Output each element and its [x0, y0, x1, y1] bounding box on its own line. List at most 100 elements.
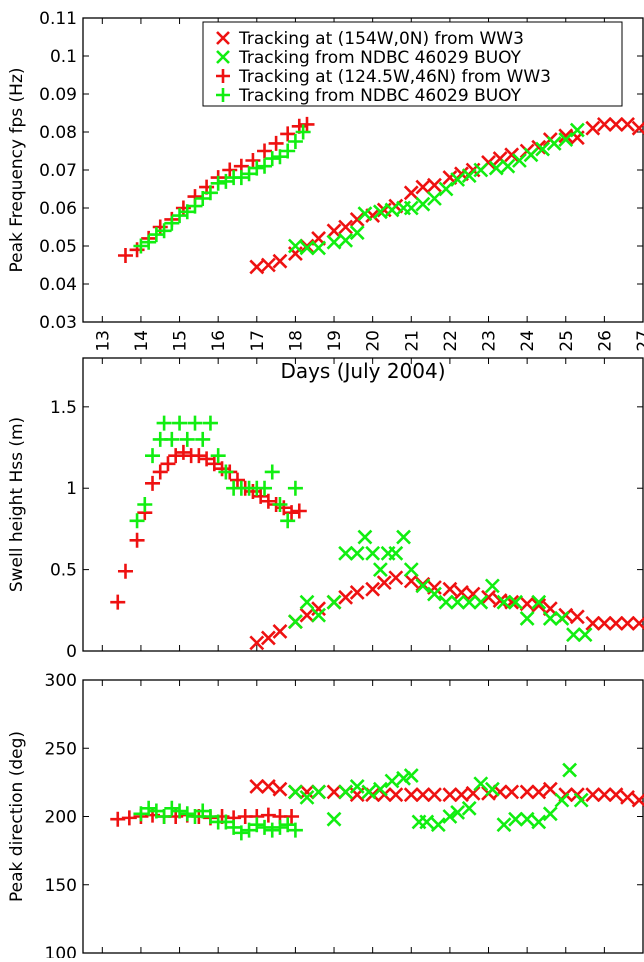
data-point-plus: [218, 814, 234, 830]
data-point-plus: [156, 809, 172, 824]
legend-entry-label: Tracking at (154W,0N) from WW3: [238, 29, 524, 49]
data-point-x: [461, 594, 477, 610]
data-point-x: [299, 240, 315, 256]
data-point-x: [620, 615, 635, 631]
y-tick-label: 300: [45, 671, 77, 691]
y-tick-label: 150: [45, 876, 77, 896]
data-point-plus: [148, 227, 164, 243]
data-point-x: [620, 789, 635, 805]
data-point-x: [585, 787, 601, 803]
data-point-x: [569, 609, 585, 625]
data-point-plus: [299, 116, 315, 132]
y-tick-label: 250: [45, 739, 77, 759]
data-point-plus: [148, 803, 164, 819]
data-point-plus: [287, 822, 303, 838]
data-point-x: [427, 177, 442, 193]
data-point-plus: [264, 464, 280, 480]
data-point-x: [531, 784, 547, 800]
y-axis-label: Peak direction (deg): [7, 731, 27, 902]
data-point-x: [620, 116, 635, 132]
data-point-plus: [172, 415, 188, 431]
data-point-plus: [280, 513, 296, 529]
data-point-plus: [233, 170, 249, 186]
data-point-x: [388, 570, 404, 586]
data-point-x: [577, 627, 593, 643]
data-point-plus: [168, 448, 184, 464]
data-point-plus: [164, 431, 180, 447]
x-tick-label: 15: [171, 330, 191, 352]
data-point-x: [299, 784, 315, 800]
y-tick-label: 0.03: [39, 313, 77, 333]
data-point-x: [500, 158, 516, 174]
data-point-x: [299, 607, 315, 623]
data-point-x: [403, 768, 419, 783]
data-point-plus: [291, 503, 307, 519]
legend-entry-label: Tracking from NDBC 46029 BUOY: [238, 48, 522, 68]
plot-frame-2: [82, 357, 644, 652]
data-point-x: [596, 787, 612, 803]
data-point-x: [349, 779, 365, 794]
data-point-x: [542, 806, 558, 822]
data-point-x: [531, 814, 547, 830]
data-point-x: [403, 573, 419, 589]
data-point-x: [535, 141, 551, 157]
data-point-x: [558, 132, 574, 148]
data-point-x: [531, 594, 547, 610]
data-point-x: [415, 179, 431, 195]
data-point-plus: [264, 151, 280, 167]
data-point-x: [508, 594, 523, 610]
data-point-plus: [241, 166, 257, 182]
data-point-plus: [164, 215, 180, 231]
x-tick-label: 14: [132, 330, 152, 352]
data-point-plus: [172, 208, 188, 224]
data-point-plus: [249, 160, 265, 176]
data-point-plus: [280, 143, 296, 159]
data-point-plus: [260, 493, 276, 509]
data-point-x: [403, 787, 419, 803]
data-point-plus: [280, 817, 296, 833]
data-point-x: [438, 181, 454, 197]
y-tick-label: 0.09: [39, 85, 77, 105]
data-point-x: [546, 135, 562, 151]
data-point-x: [608, 116, 624, 132]
legend-entry-label: Tracking at (124.5W,46N) from WW3: [238, 67, 551, 87]
data-point-x: [430, 817, 446, 833]
x-tick-label: 27: [634, 330, 644, 352]
data-point-plus: [175, 444, 191, 460]
data-point-plus: [110, 811, 126, 827]
data-point-plus: [145, 448, 161, 464]
data-point-plus: [284, 809, 300, 824]
data-point-x: [631, 792, 644, 808]
data-point-x: [260, 257, 276, 273]
data-point-x: [338, 589, 354, 605]
x-tick-label: 18: [286, 330, 306, 352]
data-point-plus: [295, 124, 311, 140]
data-point-x: [388, 545, 404, 561]
data-point-plus: [257, 480, 273, 496]
x-tick-label: 21: [402, 330, 422, 352]
data-point-plus: [117, 563, 133, 579]
x-tick-label: 20: [364, 330, 384, 352]
data-point-x: [484, 578, 500, 594]
data-point-x: [326, 811, 342, 827]
data-point-plus: [233, 825, 249, 841]
legend-marker: [216, 69, 230, 83]
data-point-x: [311, 607, 327, 623]
data-point-x: [403, 200, 419, 216]
data-point-x: [554, 611, 570, 626]
data-point-x: [496, 594, 512, 610]
data-point-plus: [284, 505, 300, 521]
data-point-x: [484, 781, 500, 797]
data-point-plus: [156, 415, 172, 431]
data-point-x: [376, 575, 392, 591]
data-point-plus: [152, 219, 168, 235]
data-point-x: [287, 614, 303, 630]
data-point-plus: [175, 200, 191, 216]
data-point-plus: [229, 472, 245, 488]
data-point-x: [357, 529, 373, 545]
data-point-plus: [202, 809, 218, 824]
data-point-plus: [249, 817, 265, 833]
y-tick-label: 1: [66, 479, 77, 499]
data-point-x: [519, 784, 535, 800]
data-point-x: [454, 584, 469, 600]
